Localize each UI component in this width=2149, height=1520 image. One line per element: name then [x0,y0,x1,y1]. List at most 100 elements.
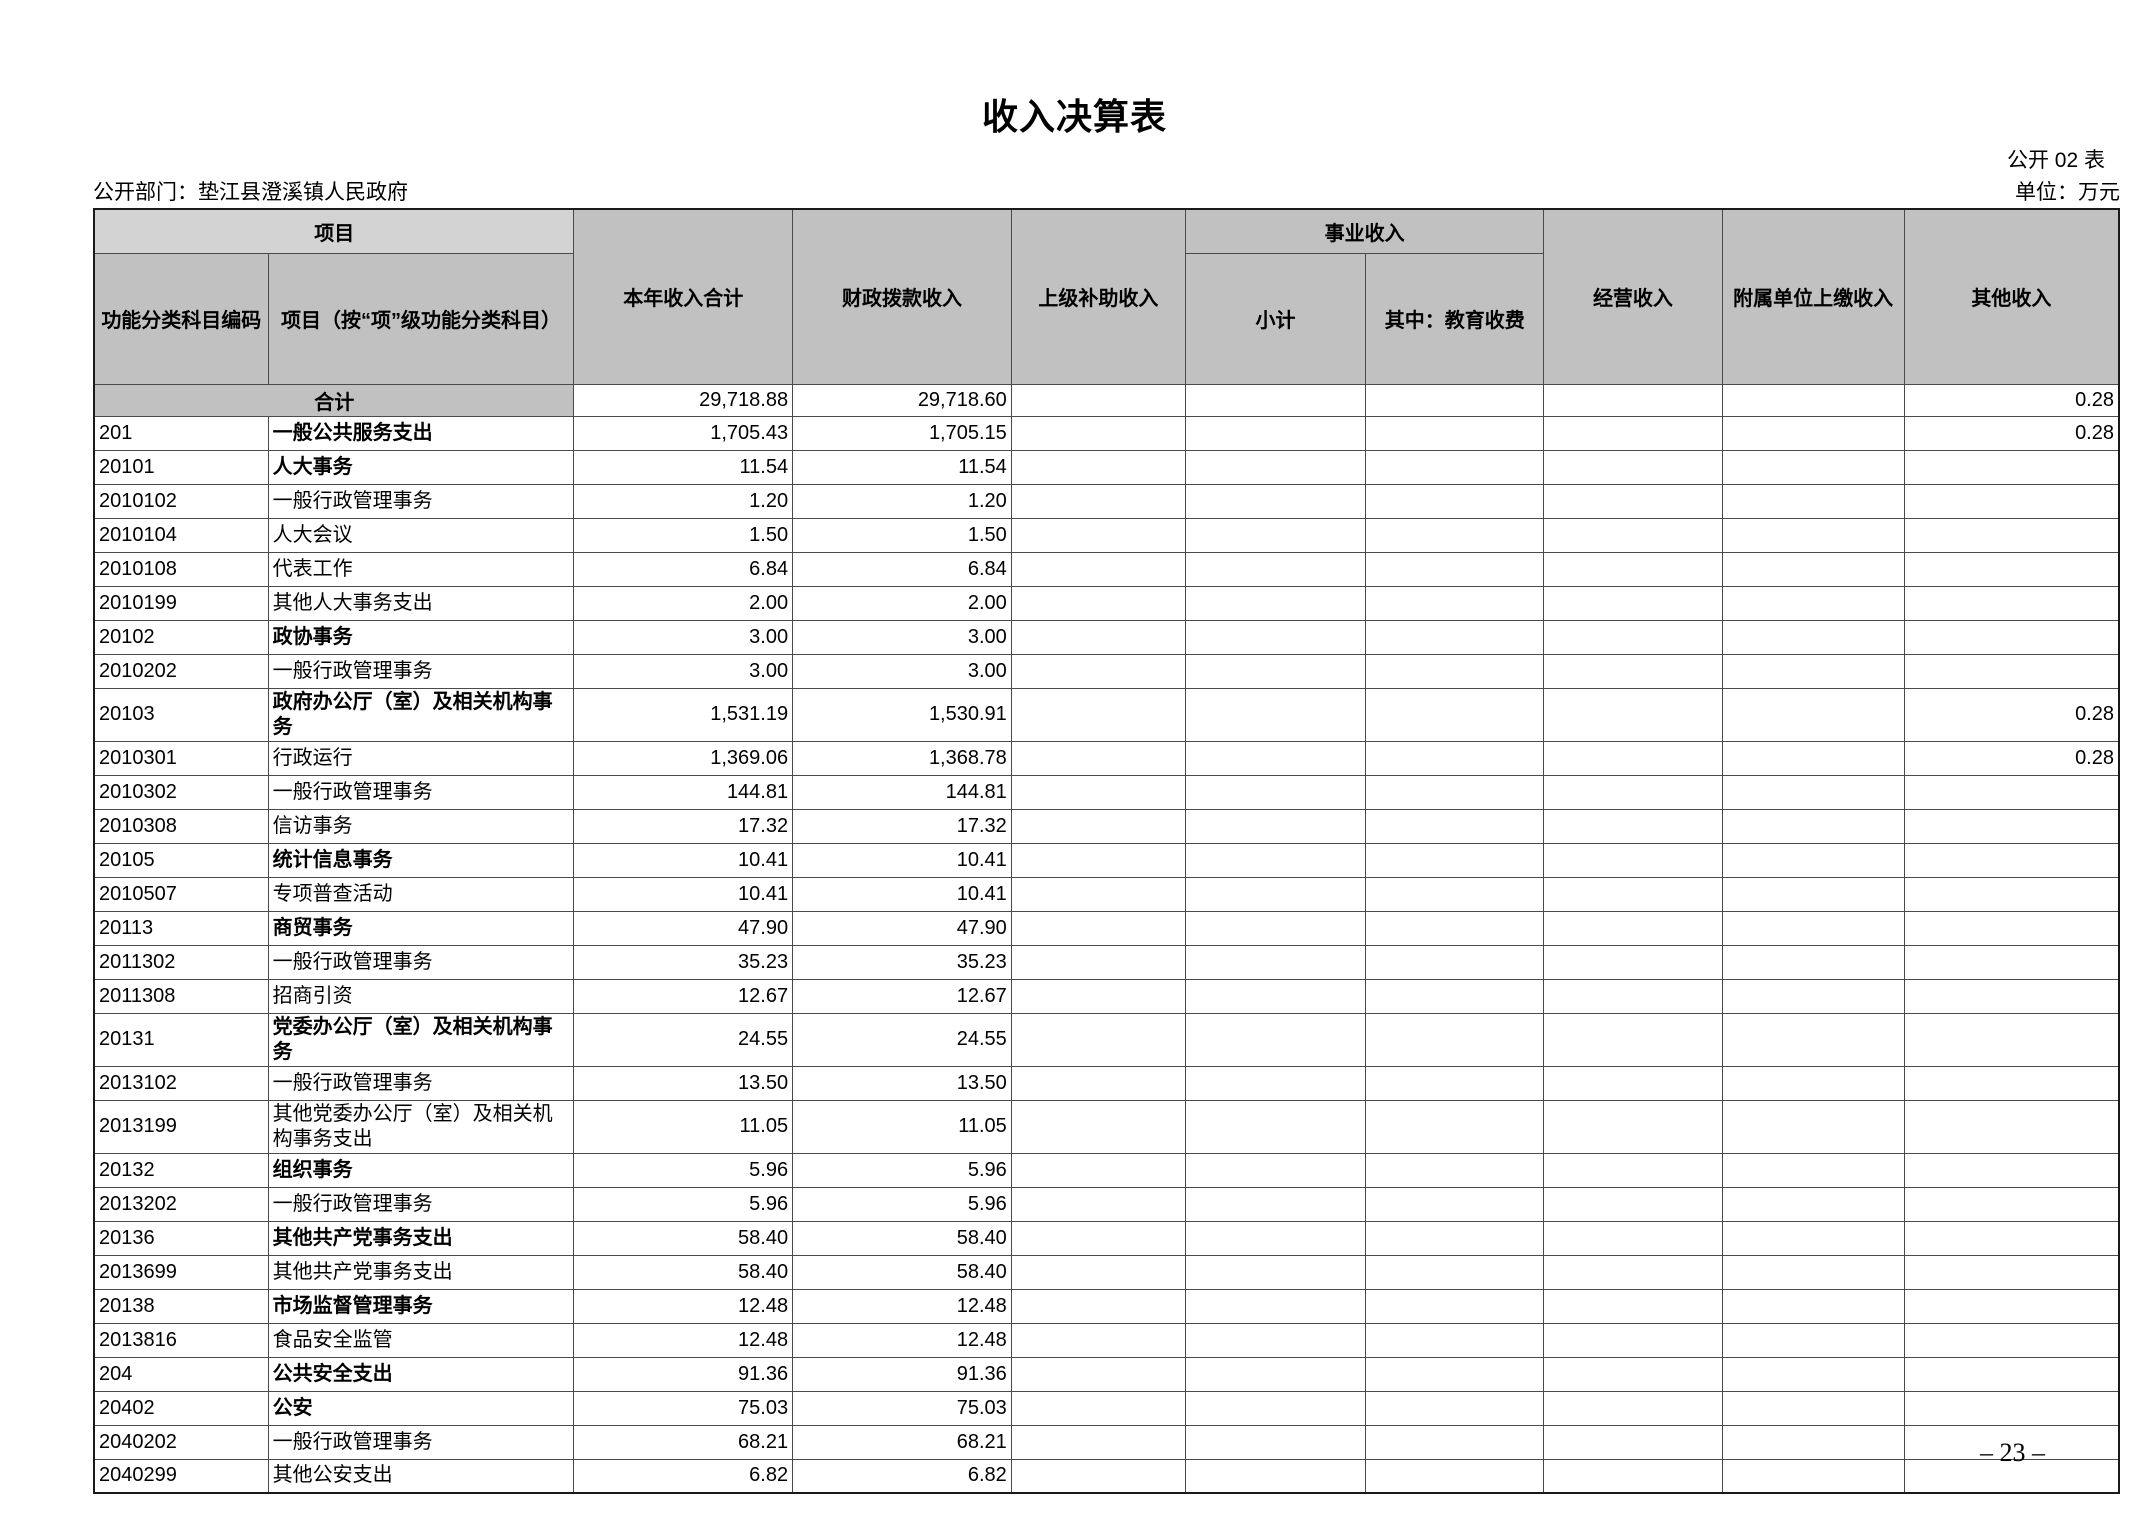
table-row: 20101 人大事务 11.54 11.54 [93,449,2120,485]
row-business-subtotal [1184,1288,1367,1324]
row-total-income: 91.36 [573,1356,794,1392]
row-other-income [1903,1152,2120,1188]
table-row: 201 一般公共服务支出 1,705.43 1,705.15 0.28 [93,415,2120,451]
row-superior-subsidy [1010,415,1186,451]
meta-line: 公开部门：垫江县澄溪镇人民政府 单位：万元 [93,176,2120,206]
row-other-income [1903,808,2120,844]
row-business-subtotal [1184,944,1367,980]
row-business-education-fee [1365,876,1545,912]
row-business-subtotal [1184,1186,1367,1222]
row-operating-income [1543,1356,1723,1392]
row-total-income: 5.96 [573,1152,794,1188]
header-function-code: 功能分类科目编码 [93,252,269,385]
table-row: 2040299 其他公安支出 6.82 6.82 [93,1458,2120,1494]
row-superior-subsidy [1010,876,1186,912]
table-row: 204 公共安全支出 91.36 91.36 [93,1356,2120,1392]
header-item-name: 项目（按“项”级功能分类科目） [267,252,575,385]
row-business-subtotal [1184,1254,1367,1290]
row-business-subtotal [1184,1099,1367,1154]
row-function-code: 20136 [93,1220,269,1256]
row-operating-income [1543,1012,1723,1067]
table-header: 项目 本年收入合计 财政拨款收入 上级补助收入 事业收入 经营收入 附属单位上缴… [93,208,2120,385]
row-fiscal-income: 35.23 [792,944,1012,980]
row-item-name: 公共安全支出 [267,1356,575,1392]
row-business-subtotal [1184,1152,1367,1188]
row-affiliated-income [1721,1152,1905,1188]
row-other-income [1903,517,2120,553]
row-operating-income [1543,1065,1723,1101]
row-superior-subsidy [1010,1424,1186,1460]
row-total-income: 58.40 [573,1220,794,1256]
row-fiscal-income: 144.81 [792,774,1012,810]
row-function-code: 20103 [93,687,269,742]
row-fiscal-income: 68.21 [792,1424,1012,1460]
row-item-name: 统计信息事务 [267,842,575,878]
row-superior-subsidy [1010,517,1186,553]
row-fiscal-income: 6.82 [792,1458,1012,1494]
row-other-income [1903,619,2120,655]
row-affiliated-income [1721,1322,1905,1358]
table-row: 2010301 行政运行 1,369.06 1,368.78 0.28 [93,740,2120,776]
row-total-income: 3.00 [573,619,794,655]
row-affiliated-income [1721,1356,1905,1392]
row-superior-subsidy [1010,808,1186,844]
row-fiscal-income: 3.00 [792,619,1012,655]
row-operating-income [1543,619,1723,655]
row-affiliated-income [1721,653,1905,689]
row-total-income: 47.90 [573,910,794,946]
row-operating-income [1543,774,1723,810]
row-item-name: 代表工作 [267,551,575,587]
row-business-subtotal [1184,910,1367,946]
row-affiliated-income [1721,1288,1905,1324]
row-business-education-fee [1365,483,1545,519]
row-item-name: 食品安全监管 [267,1322,575,1358]
row-total-income: 12.48 [573,1322,794,1358]
total-row: 合计 29,718.88 29,718.60 0.28 [93,383,2120,417]
row-fiscal-income: 10.41 [792,876,1012,912]
row-function-code: 204 [93,1356,269,1392]
row-business-subtotal [1184,774,1367,810]
total-row-value: 29,718.88 [573,383,794,417]
row-other-income [1903,944,2120,980]
row-item-name: 组织事务 [267,1152,575,1188]
row-superior-subsidy [1010,551,1186,587]
row-other-income [1903,978,2120,1014]
row-fiscal-income: 58.40 [792,1254,1012,1290]
row-business-education-fee [1365,619,1545,655]
row-business-education-fee [1365,1012,1545,1067]
table-row: 20136 其他共产党事务支出 58.40 58.40 [93,1220,2120,1256]
row-item-name: 其他共产党事务支出 [267,1254,575,1290]
table-row: 2011308 招商引资 12.67 12.67 [93,978,2120,1014]
row-function-code: 2013699 [93,1254,269,1290]
row-business-subtotal [1184,1220,1367,1256]
table-row: 20138 市场监督管理事务 12.48 12.48 [93,1288,2120,1324]
row-affiliated-income [1721,1186,1905,1222]
row-function-code: 2040202 [93,1424,269,1460]
row-superior-subsidy [1010,1322,1186,1358]
row-business-subtotal [1184,740,1367,776]
row-total-income: 1,369.06 [573,740,794,776]
row-superior-subsidy [1010,585,1186,621]
total-row-value [1365,383,1545,417]
row-business-education-fee [1365,1322,1545,1358]
row-function-code: 2013202 [93,1186,269,1222]
row-business-education-fee [1365,687,1545,742]
row-business-subtotal [1184,808,1367,844]
row-business-education-fee [1365,1186,1545,1222]
row-superior-subsidy [1010,1390,1186,1426]
row-function-code: 201 [93,415,269,451]
row-fiscal-income: 10.41 [792,842,1012,878]
row-item-name: 一般行政管理事务 [267,774,575,810]
row-business-subtotal [1184,687,1367,742]
row-other-income: 0.28 [1903,687,2120,742]
header-total-income: 本年收入合计 [573,208,794,385]
row-total-income: 6.84 [573,551,794,587]
row-business-subtotal [1184,449,1367,485]
total-row-value [1543,383,1723,417]
row-item-name: 其他公安支出 [267,1458,575,1494]
row-business-subtotal [1184,1356,1367,1392]
row-affiliated-income [1721,876,1905,912]
row-other-income [1903,1012,2120,1067]
row-total-income: 35.23 [573,944,794,980]
row-business-education-fee [1365,1288,1545,1324]
